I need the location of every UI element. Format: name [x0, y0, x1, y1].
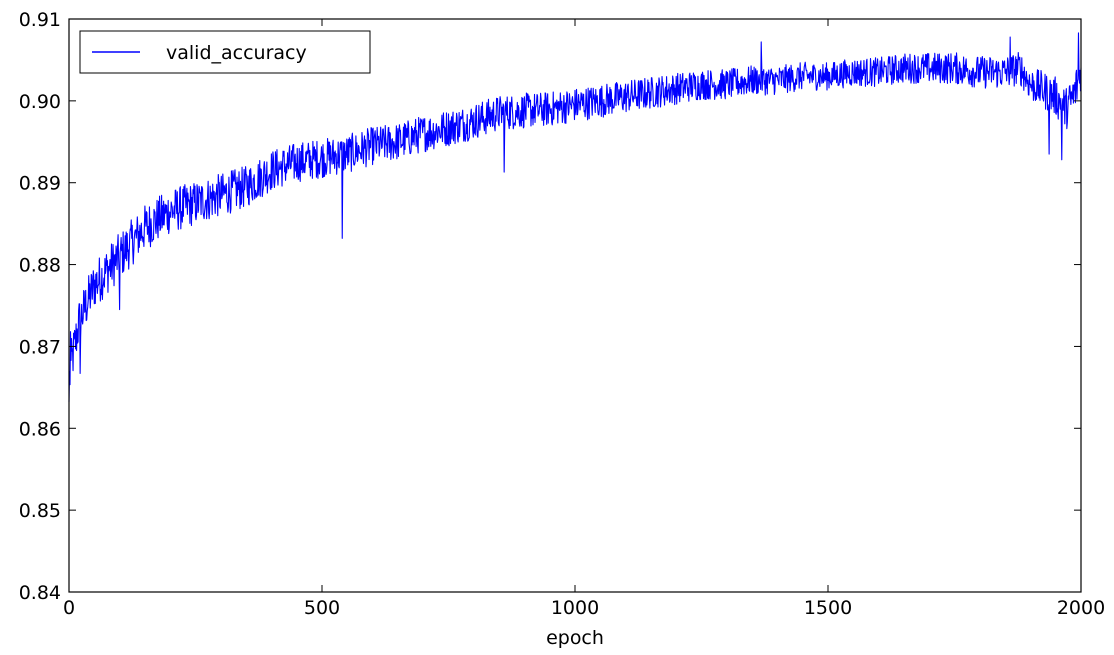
- x-tick-label: 1000: [551, 597, 599, 619]
- x-tick-label: 1500: [804, 597, 852, 619]
- tick-layer: 0 500 1000 1500 2000 0.84 0.85 0.86 0.87 0.88 0.89…: [19, 9, 1105, 619]
- y-tick-label: 0.86: [19, 418, 61, 440]
- y-tick-label: 0.90: [19, 91, 61, 113]
- y-tick-label: 0.88: [19, 255, 61, 277]
- legend-label-valid-accuracy: valid_accuracy: [166, 42, 307, 64]
- x-axis-label: epoch: [546, 627, 604, 649]
- y-tick-label: 0.87: [19, 336, 61, 358]
- legend-box: [79, 30, 371, 74]
- y-tick-label: 0.91: [19, 9, 61, 31]
- x-tick-label: 0: [63, 597, 75, 619]
- series-line-valid-accuracy: [68, 32, 1082, 403]
- x-tick-label: 500: [304, 597, 340, 619]
- y-tick-label: 0.85: [19, 500, 61, 522]
- legend: valid_accuracy: [79, 30, 371, 74]
- y-tick-label: 0.89: [19, 173, 61, 195]
- series-layer: [68, 32, 1082, 403]
- y-tick-label: 0.84: [19, 582, 61, 604]
- x-tick-label: 2000: [1057, 597, 1105, 619]
